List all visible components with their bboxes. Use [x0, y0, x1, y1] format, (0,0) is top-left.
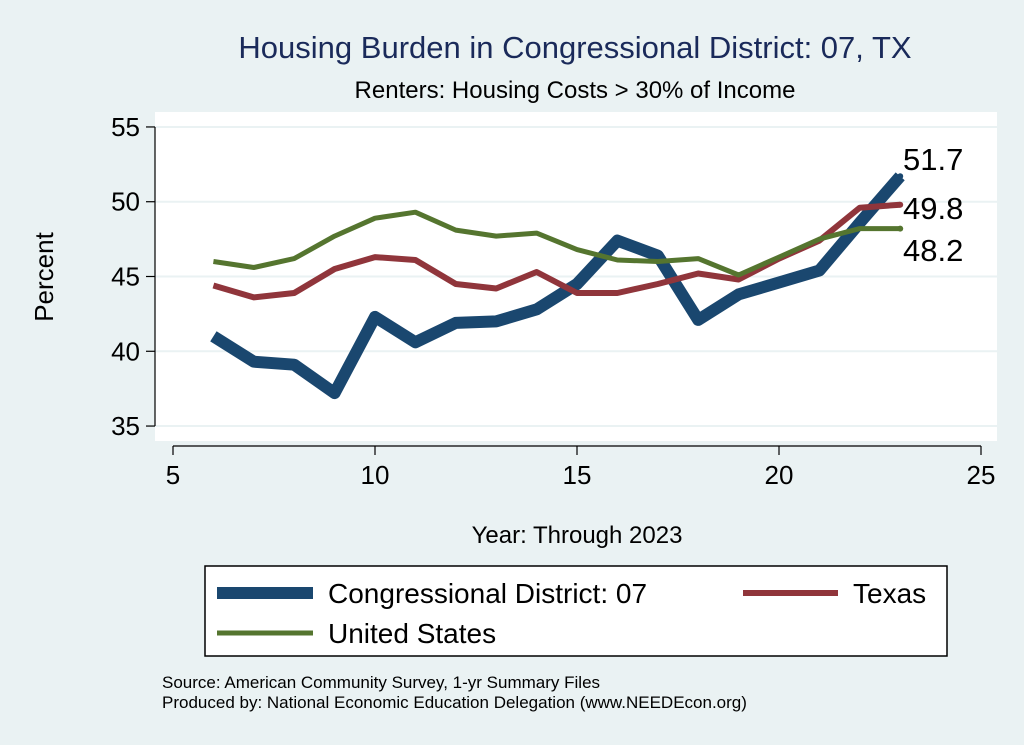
series-end-marker [897, 225, 904, 232]
legend-entry: United States [328, 618, 496, 649]
y-tick-label: 35 [111, 411, 140, 441]
end-value-label: 51.7 [903, 142, 963, 177]
end-value-label: 48.2 [903, 233, 963, 268]
y-axis-label: Percent [29, 231, 59, 321]
series-layer [210, 172, 905, 400]
series-line-united-states [213, 209, 901, 278]
series-line-district-07 [210, 172, 905, 400]
chart-subtitle: Renters: Housing Costs > 30% of Income [355, 77, 796, 104]
legend-box [204, 565, 948, 657]
series-end-marker [897, 173, 904, 180]
end-labels: 51.7 49.8 48.2 [903, 142, 963, 268]
legend: Congressional District: 07 Texas United St… [217, 578, 926, 649]
produced-by-note: Produced by: National Economic Education… [162, 693, 747, 712]
x-tick-label: 20 [765, 460, 794, 490]
y-tick-label: 40 [111, 336, 140, 366]
source-note: Source: American Community Survey, 1-yr … [162, 673, 600, 692]
x-axis-label: Year: Through 2023 [472, 522, 683, 549]
legend-entry: Congressional District: 07 [328, 578, 647, 609]
series-end-marker [897, 201, 904, 208]
chart-title: Housing Burden in Congressional District… [238, 30, 911, 65]
x-tick-label: 15 [563, 460, 592, 490]
legend-entry: Texas [853, 578, 926, 609]
x-tick-label: 25 [967, 460, 996, 490]
y-tick-label: 45 [111, 262, 140, 292]
end-value-label: 49.8 [903, 191, 963, 226]
y-tick-label: 50 [111, 187, 140, 217]
x-tick-label: 5 [166, 460, 180, 490]
y-tick-label: 55 [111, 112, 140, 142]
x-tick-label: 10 [361, 460, 390, 490]
